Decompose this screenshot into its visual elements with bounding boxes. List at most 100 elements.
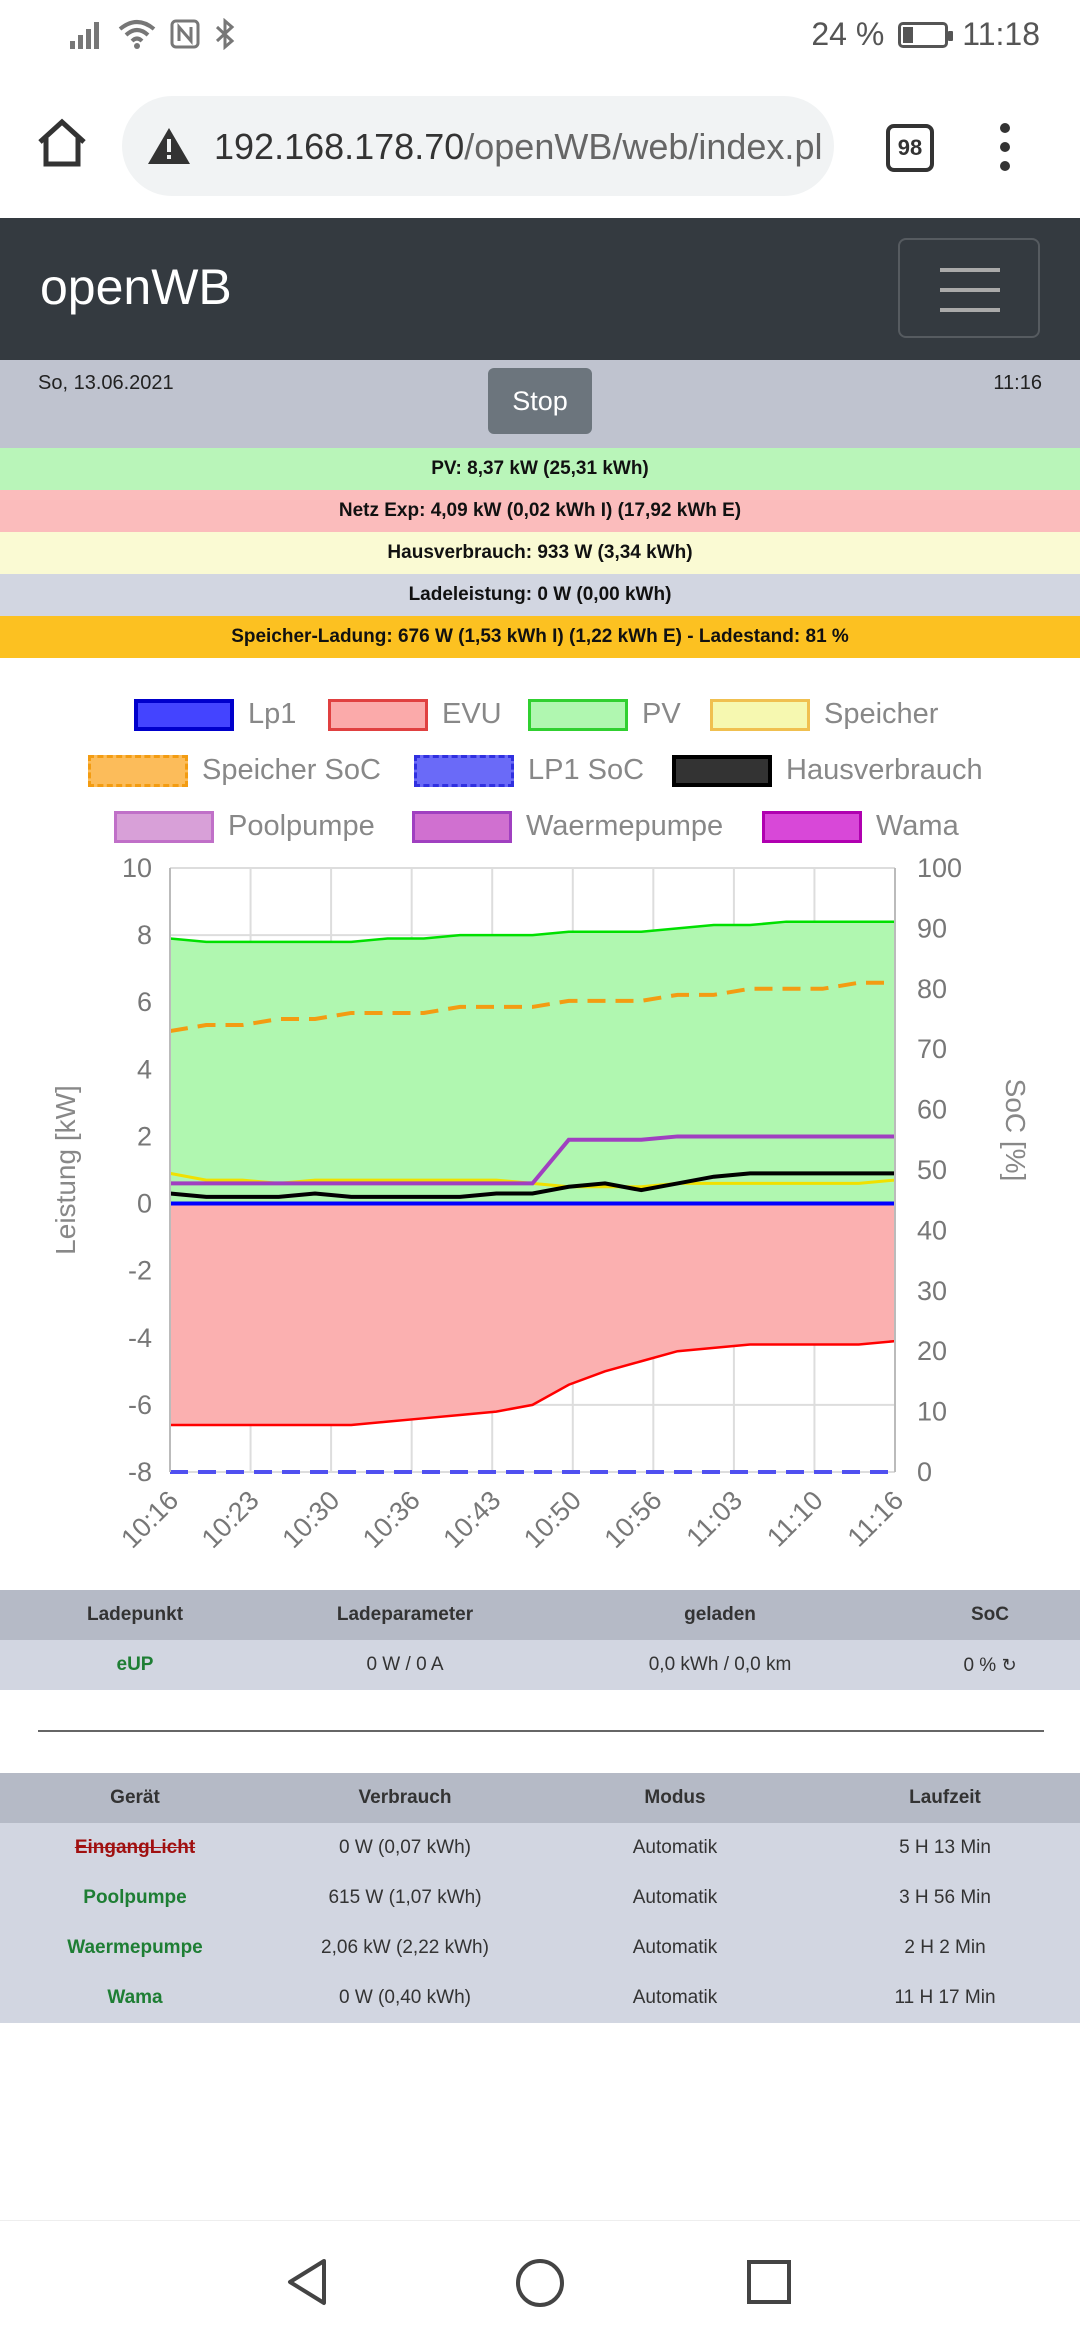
column-header: geladen xyxy=(684,1604,756,1625)
ladepunkt-name[interactable]: eUP xyxy=(116,1654,154,1675)
series-area-evu xyxy=(170,1203,895,1426)
y-tick-label: -2 xyxy=(128,1256,152,1286)
y2-tick-label: 10 xyxy=(917,1397,947,1427)
more-menu-icon[interactable] xyxy=(998,122,1012,172)
y2-tick-label: 70 xyxy=(917,1034,947,1064)
signal-icon xyxy=(70,22,99,49)
series-line-evu xyxy=(170,1339,896,1427)
table-row: Wama 0 W (0,40 kWh) Automatik 11 H 17 Mi… xyxy=(0,1973,1080,2023)
device-mode[interactable]: Automatik xyxy=(632,1887,718,1908)
menu-toggle-button[interactable] xyxy=(898,238,1040,338)
x-tick-label: 11:10 xyxy=(761,1485,829,1553)
date-label: So, 13.06.2021 xyxy=(38,372,174,394)
y-tick-label: 6 xyxy=(137,987,152,1017)
soc-cell[interactable]: 0 % ↻ xyxy=(900,1640,1080,1690)
warning-icon xyxy=(148,128,190,164)
column-header: SoC xyxy=(971,1604,1009,1625)
x-tick-label: 10:16 xyxy=(115,1485,184,1554)
legend-item-wama[interactable]: Wama xyxy=(762,810,959,843)
ladeleistung-row: Ladeleistung: 0 W (0,00 kWh) xyxy=(0,574,1080,616)
series-area-pv xyxy=(170,921,895,1204)
url-path: /openWB/web/index.pl xyxy=(464,126,823,167)
column-header: Ladepunkt xyxy=(86,1604,184,1625)
home-icon[interactable] xyxy=(36,118,88,168)
device-name[interactable]: Wama xyxy=(107,1987,163,2008)
recents-icon[interactable] xyxy=(746,2259,792,2305)
y2-tick-label: 30 xyxy=(917,1276,947,1306)
nfc-icon xyxy=(170,19,200,49)
device-runtime: 5 H 13 Min xyxy=(899,1837,991,1858)
column-header: Ladeparameter xyxy=(336,1604,474,1625)
device-consumption: 0 W (0,40 kWh) xyxy=(339,1987,471,2008)
device-mode[interactable]: Automatik xyxy=(632,1837,718,1858)
column-header: Gerät xyxy=(110,1787,160,1808)
refresh-icon[interactable]: ↻ xyxy=(1001,1655,1017,1675)
x-tick-label: 11:16 xyxy=(842,1485,910,1553)
y2-tick-label: 0 xyxy=(917,1457,932,1487)
series-line-speicher-soc xyxy=(169,980,895,1034)
y-tick-label: 8 xyxy=(137,920,152,950)
home-circle-icon[interactable] xyxy=(514,2257,566,2309)
y2-tick-label: 60 xyxy=(917,1095,947,1125)
device-name[interactable]: EingangLicht xyxy=(74,1837,196,1858)
y2-tick-label: 40 xyxy=(917,1215,947,1245)
series-line-hausverbrauch xyxy=(169,1171,895,1199)
column-header: Modus xyxy=(644,1787,706,1808)
bluetooth-icon xyxy=(215,18,235,50)
x-tick-label: 10:36 xyxy=(357,1485,426,1554)
address-bar[interactable]: 192.168.178.70/openWB/web/index.pl xyxy=(122,96,834,196)
x-tick-label: 10:23 xyxy=(196,1485,265,1554)
device-runtime: 3 H 56 Min xyxy=(899,1887,991,1908)
browser-toolbar: 192.168.178.70/openWB/web/index.pl 98 xyxy=(0,80,1080,218)
legend-item-evu[interactable]: EVU xyxy=(328,698,502,731)
url-host: 192.168.178.70 xyxy=(214,126,465,167)
table-row: eUP 0 W / 0 A 0,0 kWh / 0,0 km 0 % ↻ xyxy=(0,1640,1080,1690)
geladen: 0,0 kWh / 0,0 km xyxy=(648,1654,792,1675)
x-tick-label: 10:30 xyxy=(276,1485,345,1554)
y-tick-label: 10 xyxy=(122,853,152,883)
legend-item-speicher[interactable]: Speicher xyxy=(710,698,938,731)
status-icons xyxy=(70,18,236,50)
y2-tick-label: 100 xyxy=(917,853,962,883)
series-line-pv xyxy=(169,920,895,944)
legend-item-lp1-soc[interactable]: LP1 SoC xyxy=(414,754,644,787)
device-mode[interactable]: Automatik xyxy=(632,1937,718,1958)
legend-item-lp1[interactable]: Lp1 xyxy=(134,698,296,731)
clock: 11:18 xyxy=(962,16,1040,52)
x-tick-label: 10:43 xyxy=(437,1485,506,1554)
x-tick-label: 10:50 xyxy=(518,1485,587,1554)
legend-item-pv[interactable]: PV xyxy=(528,698,681,731)
device-name[interactable]: Waermepumpe xyxy=(67,1937,203,1958)
ladepunkt-table-header: Ladepunkt Ladeparameter geladen SoC xyxy=(0,1590,1080,1640)
back-icon[interactable] xyxy=(284,2257,330,2307)
y2-tick-label: 20 xyxy=(917,1336,947,1366)
soc-value: 0 % xyxy=(963,1655,997,1676)
tab-switcher-button[interactable]: 98 xyxy=(886,124,934,172)
app-navbar: openWB xyxy=(0,218,1080,360)
battery-icon xyxy=(898,21,954,48)
system-navigation-bar xyxy=(0,2220,1080,2341)
y2-axis-title: SoC [%] xyxy=(1000,1079,1031,1182)
ladeparameter: 0 W / 0 A xyxy=(366,1654,444,1675)
legend-item-poolpumpe[interactable]: Poolpumpe xyxy=(114,810,375,843)
device-mode[interactable]: Automatik xyxy=(632,1987,718,2008)
legend-item-speicher-soc[interactable]: Speicher SoC xyxy=(88,754,381,787)
divider xyxy=(38,1730,1044,1732)
legend-item-waermepumpe[interactable]: Waermepumpe xyxy=(412,810,723,843)
power-chart: -8-6-4-20246810010203040506070809010010:… xyxy=(50,853,1031,1554)
series-line-waermepumpe xyxy=(170,1134,895,1186)
device-name[interactable]: Poolpumpe xyxy=(83,1887,187,1908)
wifi-icon xyxy=(118,20,156,49)
y2-tick-label: 50 xyxy=(917,1155,947,1185)
y-tick-label: -6 xyxy=(128,1390,152,1420)
battery-percent: 24 % xyxy=(811,16,885,52)
device-runtime: 11 H 17 Min xyxy=(894,1987,996,2008)
x-tick-label: 10:56 xyxy=(599,1485,668,1554)
legend-item-hausverbrauch[interactable]: Hausverbrauch xyxy=(672,754,983,787)
brand-title[interactable]: openWB xyxy=(40,259,232,315)
y2-tick-label: 80 xyxy=(917,974,947,1004)
netz-row: Netz Exp: 4,09 kW (0,02 kWh I) (17,92 kW… xyxy=(0,490,1080,532)
stop-button[interactable]: Stop xyxy=(488,368,592,434)
y-axis-title: Leistung [kW] xyxy=(50,1085,81,1255)
column-header: Verbrauch xyxy=(358,1787,452,1808)
